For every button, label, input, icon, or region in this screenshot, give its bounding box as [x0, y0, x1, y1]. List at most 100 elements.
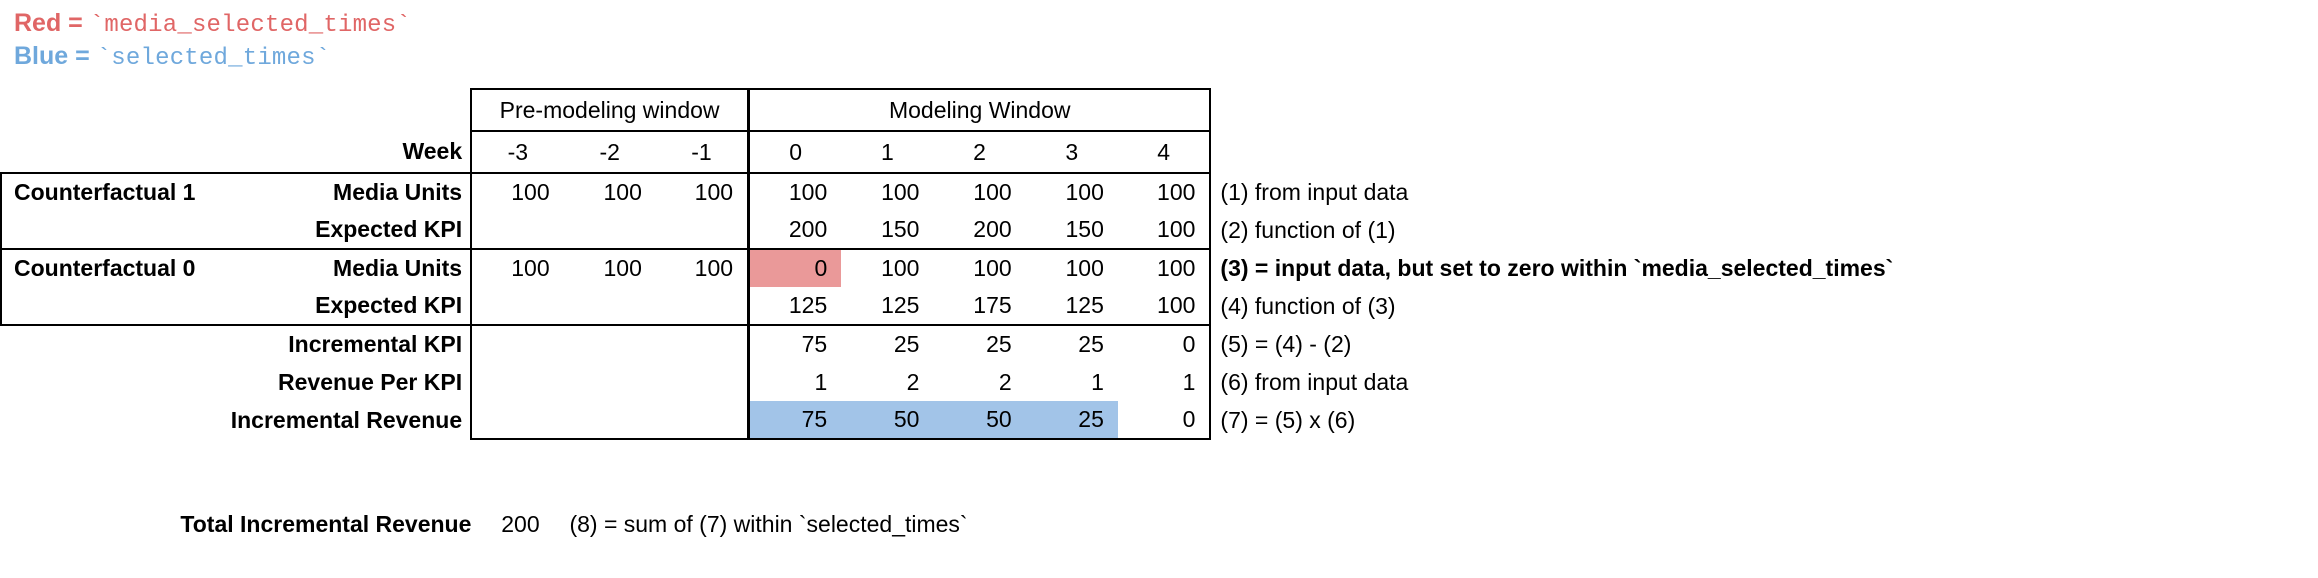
cell-pre-1 — [563, 211, 656, 250]
cell-model-4: 100 — [1117, 287, 1212, 326]
cell-model-3: 1 — [1091, 368, 1104, 395]
cell-pre-1: 100 — [563, 172, 656, 211]
table-row: Incremental Revenue 75 50 50 25 0 (7) = (5) x … — [1, 401, 2317, 440]
week-header-pre-2: -1 — [655, 131, 749, 174]
week-header-model-2: 2 — [933, 131, 1026, 174]
cell-model-0: 75 — [747, 324, 842, 363]
cell-pre-0 — [470, 287, 564, 326]
row-label: Media Units — [203, 172, 472, 211]
row-label: Expected KPI — [203, 211, 472, 250]
cell-model-0: 200 — [747, 211, 842, 250]
annotation-note: (2) function of (1) — [1220, 216, 1396, 243]
annotation-note: (3) = input data, but set to zero within… — [1220, 254, 1894, 281]
cell-model-0: 1 — [747, 363, 842, 401]
total-label: Total Incremental Revenue — [180, 510, 472, 537]
group-header-modeling: Modeling Window — [747, 88, 1212, 132]
cell-model-4: 100 — [1117, 211, 1212, 250]
table-row: Expected KPI 200 150 200 150 100 (2) function … — [0, 211, 2317, 250]
group-header-row: Pre-modeling window Modeling Window — [1, 88, 2317, 132]
cell-pre-1 — [563, 287, 656, 326]
spacer-note — [1210, 89, 2317, 131]
cell-model-2: 25 — [933, 324, 1026, 363]
cell-model-2: 2 — [998, 368, 1012, 395]
cell-model-1: 2 — [906, 368, 920, 395]
cell-pre-2 — [655, 211, 749, 250]
cell-pre-2 — [655, 324, 749, 363]
cell-model-1: 150 — [841, 211, 934, 250]
counterfactual-name — [0, 211, 204, 250]
cell-model-0: 125 — [747, 287, 842, 326]
cell-pre-0: 100 — [470, 248, 564, 287]
cell-model-2: 50 — [933, 401, 1026, 440]
cell-pre-2: 100 — [655, 248, 749, 287]
legend-value-red: `media_selected_times` — [89, 12, 411, 39]
counterfactual-table: Pre-modeling window Modeling Window Week -3… — [0, 88, 2318, 440]
total-value: 200 — [501, 510, 540, 537]
cell-pre-0 — [470, 401, 564, 440]
week-header-row: Week -3 -2 -1 0 1 2 3 4 — [1, 131, 2317, 174]
counterfactual-name: Counterfactual 0 — [0, 248, 204, 287]
counterfactual-table-figure: Pre-modeling window Modeling Window Week -3… — [0, 88, 2318, 440]
cell-model-4: 0 — [1117, 324, 1212, 363]
total-spacer — [0, 505, 179, 543]
cell-pre-0 — [470, 211, 564, 250]
legend-key-blue: Blue = — [14, 42, 90, 70]
cell-pre-1 — [563, 324, 656, 363]
cell-model-1: 100 — [841, 248, 934, 287]
cell-model-2: 175 — [933, 287, 1026, 326]
cell-pre-0 — [470, 363, 564, 401]
cell-model-2: 200 — [933, 211, 1026, 250]
total-note: (8) = sum of (7) within `selected_times` — [569, 510, 968, 537]
cell-pre-2: 100 — [655, 172, 749, 211]
spacer-note — [1210, 131, 2317, 173]
cell-model-0: 75 — [747, 401, 842, 440]
cell-model-3: 100 — [1025, 248, 1118, 287]
annotation-note: (5) = (4) - (2) — [1220, 330, 1352, 357]
cell-model-2: 100 — [933, 248, 1026, 287]
week-header-model-0: 0 — [747, 131, 842, 174]
cell-model-0: 100 — [747, 172, 842, 211]
spacer-label — [204, 89, 471, 131]
annotation-note: (1) from input data — [1220, 178, 1409, 205]
counterfactual-name: Counterfactual 1 — [0, 172, 204, 211]
cell-model-1: 125 — [841, 287, 934, 326]
table-row: Incremental KPI 75 25 25 25 0 (5) = (4) - (2) — [1, 324, 2317, 363]
week-header-model-1: 1 — [841, 131, 934, 174]
cell-model-3: 150 — [1025, 211, 1118, 250]
cell-model-3: 25 — [1025, 401, 1118, 440]
cell-model-1: 100 — [841, 172, 934, 211]
legend: Red = `media_selected_times` Blue = `sel… — [14, 8, 411, 74]
cell-pre-1: 100 — [563, 248, 656, 287]
row-label: Revenue Per KPI — [278, 368, 463, 395]
legend-value-blue: `selected_times` — [96, 45, 331, 72]
cell-model-3: 25 — [1025, 324, 1118, 363]
table-row: Expected KPI 125 125 175 125 100 (4) function … — [0, 287, 2317, 326]
counterfactual-name — [1, 401, 204, 439]
spacer-cf — [1, 131, 204, 173]
row-label: Incremental KPI — [203, 324, 472, 363]
cell-model-0: 0 — [747, 248, 842, 287]
counterfactual-name — [1, 324, 204, 363]
week-header-label: Week — [402, 138, 463, 164]
cell-model-4: 0 — [1117, 401, 1212, 440]
cell-pre-2 — [655, 287, 749, 326]
counterfactual-name — [1, 363, 204, 401]
legend-key-red: Red = — [14, 9, 83, 37]
week-header-pre-1: -2 — [563, 131, 656, 174]
cell-pre-0 — [470, 324, 564, 363]
annotation-note: (7) = (5) x (6) — [1220, 406, 1356, 433]
table-row: Revenue Per KPI 1 2 2 1 1 (6) from input data — [1, 363, 2317, 401]
annotation-note: (4) function of (3) — [1220, 292, 1396, 319]
row-label: Expected KPI — [203, 287, 472, 326]
row-label: Media Units — [203, 248, 472, 287]
cell-pre-1 — [563, 401, 656, 440]
cell-model-4: 100 — [1117, 172, 1212, 211]
cell-model-2: 100 — [933, 172, 1026, 211]
annotation-note: (6) from input data — [1220, 368, 1409, 395]
cell-pre-2 — [656, 363, 749, 401]
week-header-model-3: 3 — [1025, 131, 1118, 174]
cell-model-4: 1 — [1117, 363, 1212, 401]
cell-model-1: 50 — [841, 401, 934, 440]
legend-item-red: Red = `media_selected_times` — [14, 8, 411, 41]
row-label: Incremental Revenue — [230, 406, 463, 433]
